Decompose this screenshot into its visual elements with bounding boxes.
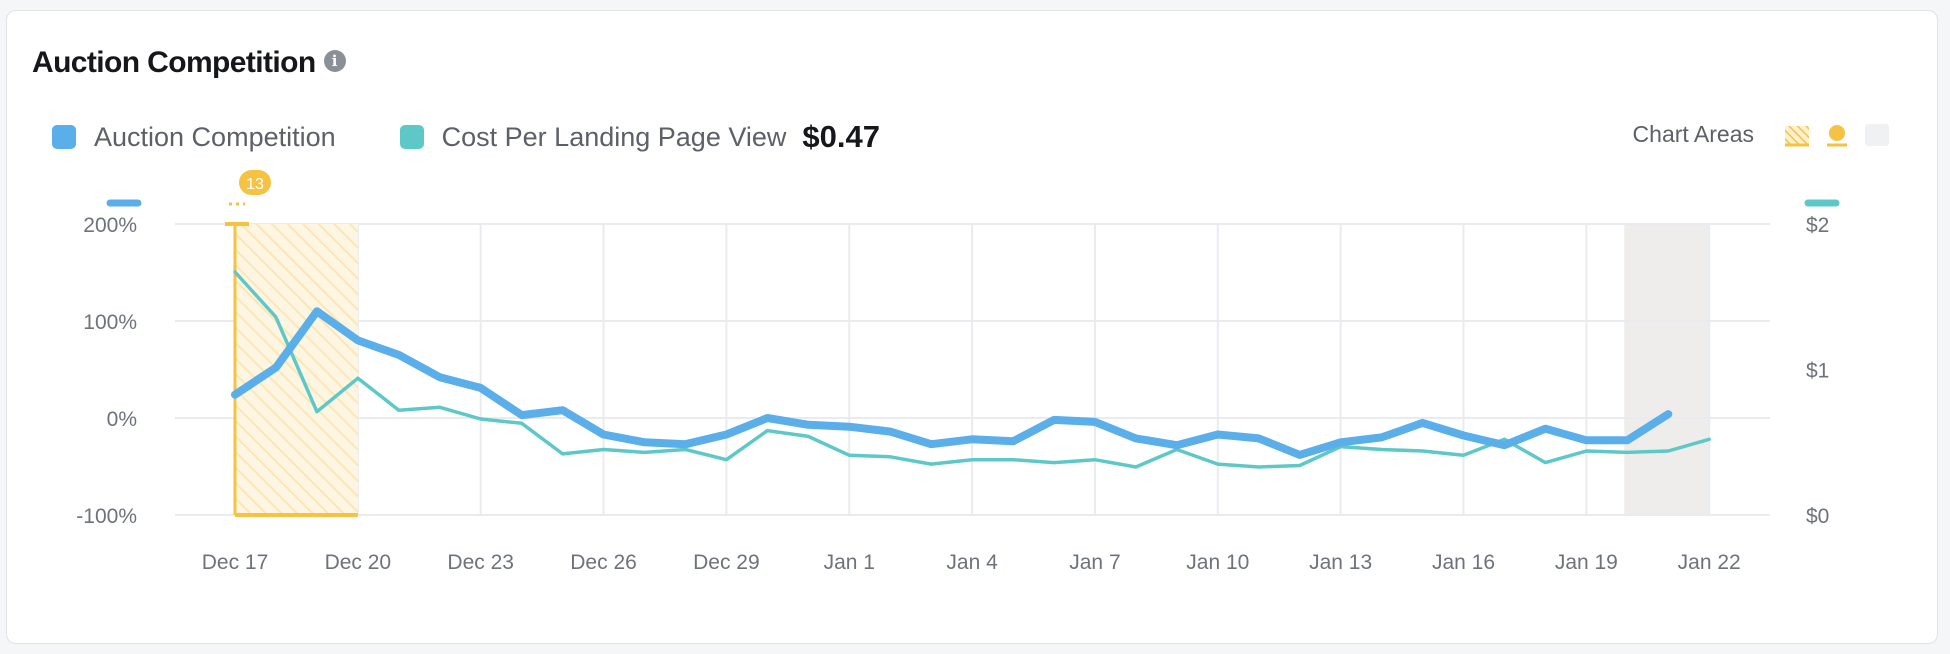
y-left-tick-label: 200% [83,214,137,237]
legend-item-auction-competition[interactable]: Auction Competition [52,122,336,153]
x-tick-label: Dec 20 [325,551,392,574]
annotation-marker-toggle-icon[interactable] [1824,122,1850,148]
series-line-cost-per-landing-page-view [233,270,1711,469]
annotation-area [235,224,358,515]
x-tick-label: Dec 26 [570,551,637,574]
legend-swatch-cost [399,125,424,149]
legend-value-cost: $0.47 [802,119,880,154]
x-tick-label: Jan 10 [1186,551,1249,574]
legend-label-cost: Cost Per Landing Page View [441,121,787,152]
x-tick-label: Dec 23 [447,551,514,574]
legend-item-cost-per-landing-page-view[interactable]: Cost Per Landing Page View $0.47 [399,119,880,155]
x-tick-label: Jan 19 [1555,551,1618,574]
series-line-auction-competition [231,307,1673,459]
legend-label-auction: Auction Competition [94,121,336,152]
annotation-badge [239,170,271,195]
y-left-tick-label: -100% [76,505,137,528]
chart-areas-controls: Chart Areas [1633,121,1890,148]
y-right-tick-label: $0 [1806,505,1829,528]
shaded-period [1624,224,1710,515]
shaded-area-toggle-icon[interactable] [1864,122,1890,148]
x-tick-label: Dec 17 [202,551,269,574]
chart-areas-label: Chart Areas [1632,121,1754,147]
info-icon[interactable]: i [323,50,346,72]
y-right-tick-label: $2 [1806,214,1829,237]
title-row: Auction Competition i [32,46,346,80]
y-left-tick-label: 100% [83,311,137,334]
x-tick-label: Jan 7 [1069,551,1120,574]
annotation-badge-label: 13 [246,176,264,193]
x-tick-label: Jan 13 [1309,551,1372,574]
x-tick-label: Dec 29 [693,551,760,574]
x-tick-label: Jan 1 [824,551,875,574]
x-tick-label: Jan 16 [1432,551,1495,574]
x-tick-label: Jan 4 [946,551,998,574]
hatched-area-toggle-icon[interactable] [1784,122,1810,148]
chart-title: Auction Competition [32,46,316,79]
legend: Auction Competition Cost Per Landing Pag… [52,119,944,155]
y-left-tick-label: 0% [107,408,137,431]
y-right-tick-label: $1 [1806,360,1829,383]
x-tick-label: Jan 22 [1678,551,1741,574]
legend-swatch-auction [52,125,76,149]
